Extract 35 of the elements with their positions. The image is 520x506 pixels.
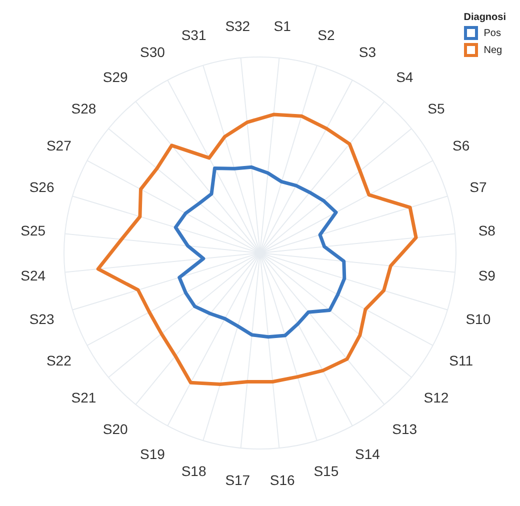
spoke-label: S11 [449, 352, 474, 368]
spoke-label: S14 [355, 446, 380, 462]
spoke-label: S19 [140, 446, 166, 462]
spoke-label: S29 [102, 68, 128, 85]
spoke-label: S18 [181, 463, 206, 480]
spoke-label: S2 [318, 26, 335, 43]
spoke-label: S4 [396, 68, 414, 85]
spoke-label: S25 [20, 222, 46, 239]
spoke-label: S23 [29, 311, 54, 328]
legend-label: Pos [484, 28, 501, 38]
spoke-label: S9 [478, 267, 496, 284]
spoke-label: S5 [428, 100, 446, 116]
spoke-label: S32 [225, 18, 250, 34]
spoke-label: S31 [181, 26, 206, 43]
spoke-label: S10 [466, 311, 491, 328]
legend-label: Neg [484, 44, 502, 56]
spoke-label: S21 [71, 390, 96, 406]
spoke-label: S13 [392, 421, 418, 438]
spoke-label: S7 [470, 178, 487, 195]
spoke-label: S27 [46, 138, 72, 154]
spoke-label: S22 [46, 352, 72, 368]
spoke-label: S17 [225, 472, 250, 488]
spoke-label: S26 [29, 178, 54, 195]
spoke-label: S24 [20, 267, 46, 284]
spoke-label: S6 [452, 138, 470, 154]
spoke-label: S3 [358, 44, 376, 60]
spoke-label: S1 [274, 18, 292, 34]
spoke-label: S15 [314, 463, 339, 480]
spoke-label: S16 [270, 472, 296, 488]
spoke-label: S30 [140, 44, 166, 60]
spoke-label: S12 [424, 390, 449, 406]
legend-title: Diagnosi [464, 12, 506, 23]
spoke-label: S20 [102, 421, 128, 438]
spoke-label: S28 [71, 100, 96, 116]
spoke-label: S8 [478, 222, 496, 239]
